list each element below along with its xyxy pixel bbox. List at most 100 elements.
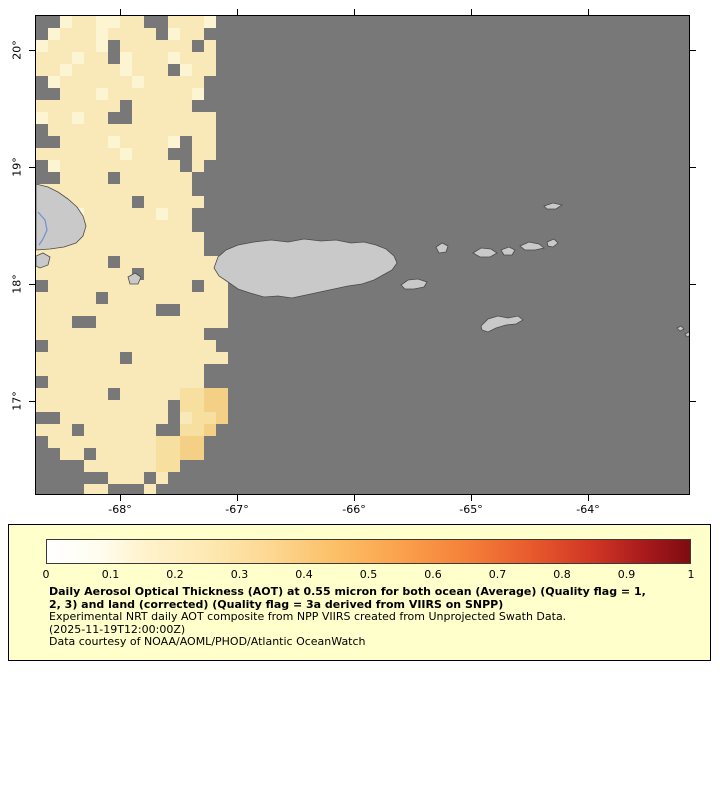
aot-cell xyxy=(120,88,132,100)
axis-tick xyxy=(471,495,472,501)
aot-cell xyxy=(84,340,96,352)
aot-cell xyxy=(72,52,84,64)
island-saona xyxy=(36,252,51,269)
aot-cell xyxy=(60,112,72,124)
aot-cell xyxy=(108,28,120,40)
aot-cell xyxy=(60,28,72,40)
colorbar-tick-label: 0.4 xyxy=(295,568,313,581)
aot-cell xyxy=(180,256,192,268)
aot-cell xyxy=(168,436,180,448)
aot-cell xyxy=(60,292,72,304)
aot-cell xyxy=(48,160,60,172)
aot-cell xyxy=(60,148,72,160)
aot-cell xyxy=(108,364,120,376)
aot-cell xyxy=(60,280,72,292)
aot-cell xyxy=(192,16,204,28)
aot-cell xyxy=(120,376,132,388)
aot-cell xyxy=(156,280,168,292)
aot-cell xyxy=(180,376,192,388)
aot-cell xyxy=(144,148,156,160)
aot-cell xyxy=(180,244,192,256)
aot-cell xyxy=(60,64,72,76)
aot-cell xyxy=(84,76,96,88)
aot-cell xyxy=(48,124,60,136)
y-axis-label: 18° xyxy=(10,274,24,294)
aot-cell xyxy=(72,112,84,124)
aot-cell xyxy=(48,256,60,268)
axis-tick xyxy=(690,401,696,402)
aot-cell xyxy=(108,316,120,328)
aot-cell xyxy=(108,352,120,364)
colorbar xyxy=(46,539,691,564)
aot-cell xyxy=(84,304,96,316)
island-culebra xyxy=(435,242,449,254)
aot-cell xyxy=(180,16,192,28)
aot-cell xyxy=(96,388,108,400)
aot-cell xyxy=(132,388,144,400)
aot-cell xyxy=(60,352,72,364)
aot-cell xyxy=(156,160,168,172)
aot-cell xyxy=(180,328,192,340)
aot-cell xyxy=(204,352,216,364)
aot-cell xyxy=(180,112,192,124)
aot-cell xyxy=(168,136,180,148)
aot-cell xyxy=(84,352,96,364)
aot-cell xyxy=(60,16,72,28)
island-vieques xyxy=(400,278,428,290)
aot-cell xyxy=(60,88,72,100)
aot-cell xyxy=(156,220,168,232)
y-axis-label: 17° xyxy=(10,391,24,411)
aot-cell xyxy=(168,28,180,40)
island-anegada xyxy=(543,202,564,210)
aot-cell xyxy=(48,292,60,304)
aot-cell xyxy=(168,388,180,400)
aot-cell xyxy=(60,400,72,412)
aot-cell xyxy=(120,244,132,256)
island-st-john xyxy=(500,246,516,256)
aot-cell xyxy=(84,124,96,136)
axis-tick xyxy=(690,284,696,285)
aot-cell xyxy=(204,304,216,316)
aot-cell xyxy=(156,268,168,280)
aot-cell xyxy=(144,376,156,388)
aot-cell xyxy=(156,232,168,244)
aot-cell xyxy=(204,424,216,436)
aot-cell xyxy=(84,208,96,220)
aot-cell xyxy=(120,196,132,208)
aot-cell xyxy=(132,316,144,328)
colorbar-tick-label: 0.7 xyxy=(488,568,507,581)
aot-cell xyxy=(204,256,216,268)
river-hispaniola-river xyxy=(37,211,48,246)
aot-cell xyxy=(84,88,96,100)
y-axis-label: 20° xyxy=(10,40,24,60)
aot-cell xyxy=(168,196,180,208)
aot-cell xyxy=(108,472,120,484)
aot-cell xyxy=(48,304,60,316)
aot-cell xyxy=(36,304,48,316)
aot-cell xyxy=(60,412,72,424)
aot-cell xyxy=(132,376,144,388)
aot-cell xyxy=(84,112,96,124)
aot-cell xyxy=(108,208,120,220)
aot-cell xyxy=(96,328,108,340)
aot-cell xyxy=(36,328,48,340)
aot-cell xyxy=(144,460,156,472)
aot-cell xyxy=(120,436,132,448)
aot-cell xyxy=(168,184,180,196)
aot-cell xyxy=(96,136,108,148)
aot-cell xyxy=(96,268,108,280)
island-virgin-gorda xyxy=(546,238,559,248)
aot-cell xyxy=(132,16,144,28)
aot-cell xyxy=(36,364,48,376)
aot-cell xyxy=(216,316,228,328)
axis-tick xyxy=(588,495,589,501)
aot-cell xyxy=(156,256,168,268)
aot-cell xyxy=(72,376,84,388)
aot-cell xyxy=(156,292,168,304)
aot-cell xyxy=(96,208,108,220)
aot-cell xyxy=(156,76,168,88)
aot-cell xyxy=(144,412,156,424)
colorbar-tick-label: 1 xyxy=(687,568,695,581)
aot-cell xyxy=(144,424,156,436)
aot-cell xyxy=(120,28,132,40)
